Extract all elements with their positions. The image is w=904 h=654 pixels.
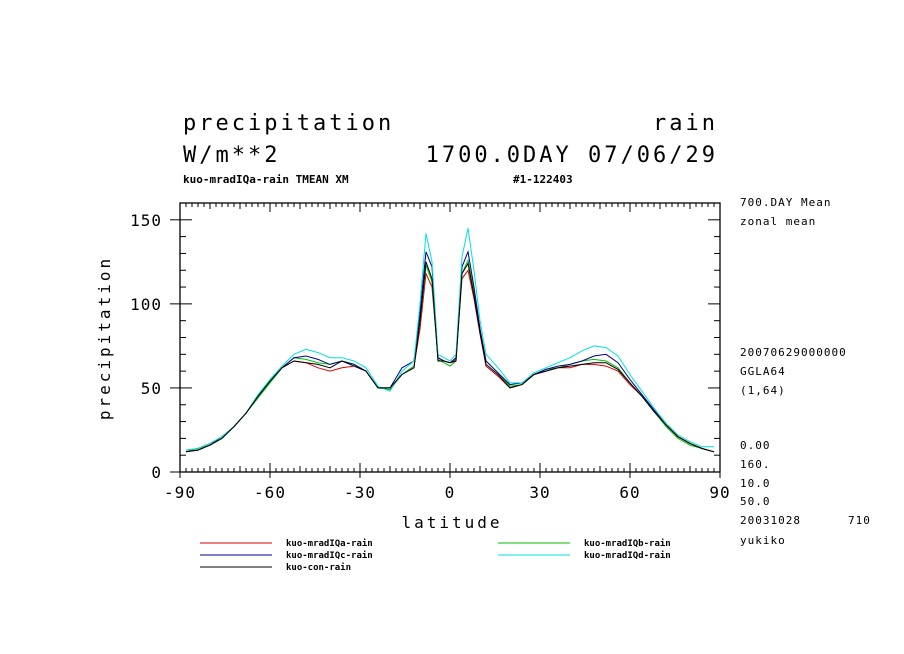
side-note-user: yukiko [740,534,786,547]
side-note-date: 20031028 [740,514,801,527]
run-id-label: #1-122403 [513,173,573,186]
x-tick-label: -30 [344,483,376,502]
units-label: W/m**2 [183,143,280,168]
chart-title-right: rain [653,111,718,136]
side-note-val2: 160. [740,458,771,471]
x-axis-label: latitude [401,513,502,532]
side-note-zonal: zonal mean [740,215,816,228]
x-tick-label: 30 [529,483,550,502]
x-tick-label: 0 [445,483,456,502]
side-note-mean: 700.DAY Mean [740,196,831,209]
plot-border [179,202,721,473]
legend: kuo-mradIQa-rain kuo-mradIQb-rainkuo-mrad… [200,538,671,573]
side-note-dims: (1,64) [740,384,786,397]
plot-frame [179,202,721,473]
series-line [185,261,715,453]
series-lines [185,228,715,453]
experiment-label: kuo-mradIQa-rain TMEAN XM [183,173,349,186]
legend-label: kuo-con-rain [286,562,351,573]
x-tick-label: 60 [619,483,640,502]
series-line [185,249,715,453]
y-axis-label: precipitation [95,256,114,420]
side-note-timestamp: 20070629000000 [740,346,847,359]
x-tick-label: 90 [709,483,730,502]
chart-title: precipitation [183,111,394,136]
side-note-grid: GGLA64 [740,365,786,378]
side-note-val3: 10.0 [740,477,771,490]
side-note-val4: 50.0 [740,495,771,508]
y-tick-label: 150 [130,211,162,230]
tick-labels: -90 -60 -30 0 30 60 90 0 50 100 150 [130,211,730,502]
side-note-code: 710 [848,514,871,527]
series-line [185,258,715,453]
y-tick-label: 50 [141,379,162,398]
axis-ticks [170,202,721,478]
side-note-val1: 0.00 [740,439,771,452]
legend-label: kuo-mradIQa-rain [286,538,373,549]
y-tick-label: 100 [130,295,162,314]
date-label: 1700.0DAY 07/06/29 [426,143,718,168]
x-tick-label: -60 [254,483,286,502]
legend-label: kuo-mradIQb-rain [584,538,671,549]
legend-label: kuo-mradIQd-rain [584,550,671,561]
y-tick-label: 0 [151,463,162,482]
series-line [185,228,714,451]
legend-label: kuo-mradIQc-rain [286,550,373,561]
x-tick-label: -90 [164,483,196,502]
